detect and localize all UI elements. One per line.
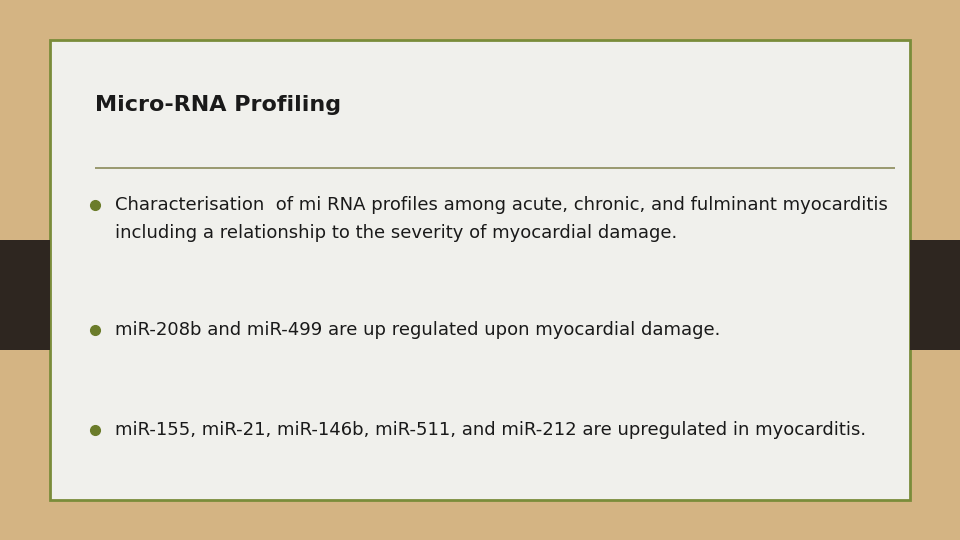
- Text: including a relationship to the severity of myocardial damage.: including a relationship to the severity…: [115, 224, 677, 242]
- Bar: [0, 240, 50, 350]
- FancyBboxPatch shape: [50, 40, 910, 500]
- Bar: [910, 240, 960, 350]
- Text: Micro-RNA Profiling: Micro-RNA Profiling: [95, 95, 341, 115]
- Text: Characterisation  of mi RNA profiles among acute, chronic, and fulminant myocard: Characterisation of mi RNA profiles amon…: [115, 196, 888, 214]
- Text: miR-155, miR-21, miR-146b, miR-511, and miR-212 are upregulated in myocarditis.: miR-155, miR-21, miR-146b, miR-511, and …: [115, 421, 866, 439]
- Text: miR-208b and miR-499 are up regulated upon myocardial damage.: miR-208b and miR-499 are up regulated up…: [115, 321, 720, 339]
